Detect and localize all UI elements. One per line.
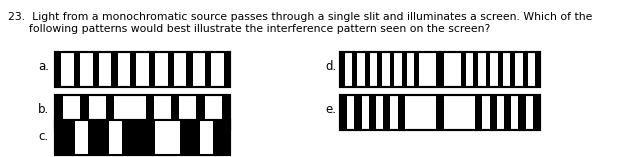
Bar [511, 52, 515, 87]
Bar [498, 52, 503, 87]
Bar [55, 95, 230, 130]
Bar [377, 52, 382, 87]
Bar [340, 52, 540, 87]
Bar [436, 52, 444, 87]
Bar [93, 52, 99, 87]
Bar [196, 95, 205, 130]
Bar [168, 52, 173, 87]
Bar [55, 95, 230, 130]
Bar [55, 95, 63, 130]
Bar [55, 120, 230, 155]
Bar [186, 52, 193, 87]
Bar [224, 52, 230, 87]
Bar [75, 120, 88, 155]
Bar [383, 95, 390, 130]
Bar [55, 52, 61, 87]
Bar [402, 52, 406, 87]
Bar [397, 95, 404, 130]
Bar [221, 95, 230, 130]
Bar [111, 52, 118, 87]
Bar [80, 95, 89, 130]
Text: d.: d. [325, 60, 336, 73]
Bar [340, 95, 540, 130]
Bar [106, 95, 114, 130]
Text: following patterns would best illustrate the interference pattern seen on the sc: following patterns would best illustrate… [8, 24, 490, 34]
Bar [518, 95, 525, 130]
Bar [414, 52, 419, 87]
Bar [535, 52, 540, 87]
Bar [533, 95, 540, 130]
Bar [490, 95, 497, 130]
Bar [365, 52, 369, 87]
Bar [171, 95, 179, 130]
Bar [340, 95, 347, 130]
Bar [486, 52, 490, 87]
Bar [369, 95, 376, 130]
Bar [355, 95, 362, 130]
Bar [205, 52, 211, 87]
Bar [476, 95, 483, 130]
Bar [504, 95, 511, 130]
Text: a.: a. [38, 60, 49, 73]
Bar [200, 120, 213, 155]
Bar [390, 52, 394, 87]
Bar [353, 52, 357, 87]
Bar [55, 120, 230, 155]
Bar [340, 95, 540, 130]
Text: e.: e. [325, 103, 336, 116]
Bar [340, 52, 345, 87]
Bar [55, 52, 230, 87]
Bar [55, 52, 230, 87]
Bar [74, 52, 80, 87]
Bar [109, 120, 122, 155]
Bar [523, 52, 527, 87]
Bar [130, 52, 136, 87]
Text: 23.  Light from a monochromatic source passes through a single slit and illumina: 23. Light from a monochromatic source pa… [8, 12, 593, 22]
Bar [146, 95, 154, 130]
Bar [156, 120, 180, 155]
Bar [148, 52, 155, 87]
Bar [474, 52, 478, 87]
Bar [461, 52, 466, 87]
Bar [436, 95, 444, 130]
Text: b.: b. [38, 103, 49, 116]
Bar [340, 52, 540, 87]
Text: c.: c. [38, 130, 48, 143]
